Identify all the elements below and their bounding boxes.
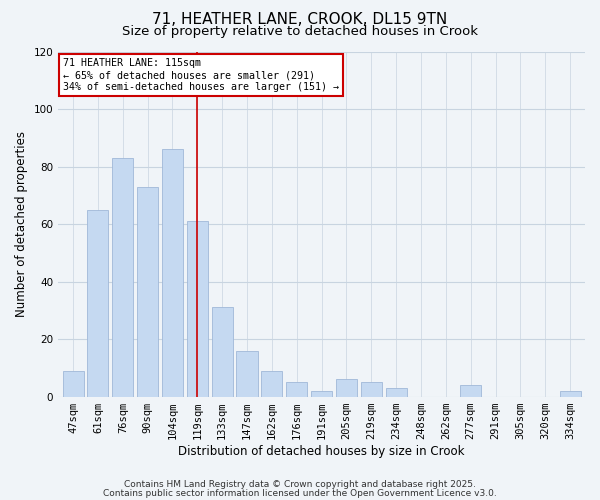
Bar — [187, 221, 208, 396]
Bar — [262, 370, 283, 396]
Bar — [137, 186, 158, 396]
Bar — [460, 385, 481, 396]
Bar — [311, 391, 332, 396]
Text: 71, HEATHER LANE, CROOK, DL15 9TN: 71, HEATHER LANE, CROOK, DL15 9TN — [152, 12, 448, 28]
Bar — [112, 158, 133, 396]
Bar — [88, 210, 109, 396]
Bar — [162, 150, 183, 396]
Text: Contains public sector information licensed under the Open Government Licence v3: Contains public sector information licen… — [103, 488, 497, 498]
Bar — [336, 380, 357, 396]
Bar — [361, 382, 382, 396]
Text: 71 HEATHER LANE: 115sqm
← 65% of detached houses are smaller (291)
34% of semi-d: 71 HEATHER LANE: 115sqm ← 65% of detache… — [64, 58, 340, 92]
Bar — [286, 382, 307, 396]
X-axis label: Distribution of detached houses by size in Crook: Distribution of detached houses by size … — [178, 444, 465, 458]
Bar — [560, 391, 581, 396]
Bar — [62, 370, 83, 396]
Bar — [212, 308, 233, 396]
Y-axis label: Number of detached properties: Number of detached properties — [15, 131, 28, 317]
Bar — [236, 350, 257, 397]
Text: Size of property relative to detached houses in Crook: Size of property relative to detached ho… — [122, 25, 478, 38]
Bar — [386, 388, 407, 396]
Text: Contains HM Land Registry data © Crown copyright and database right 2025.: Contains HM Land Registry data © Crown c… — [124, 480, 476, 489]
